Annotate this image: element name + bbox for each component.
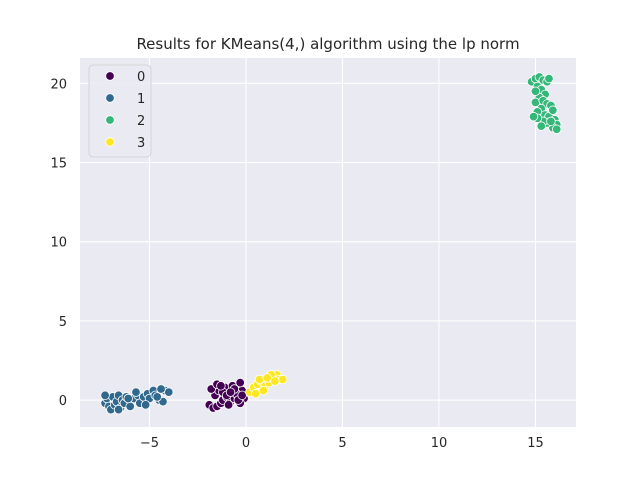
data-points	[100, 72, 562, 415]
y-tick-label: 5	[59, 315, 67, 330]
data-point-cluster-2	[528, 111, 539, 122]
plot-background	[80, 58, 576, 427]
data-point-cluster-3	[250, 389, 261, 399]
legend-marker	[105, 137, 115, 147]
x-tick-label: −5	[140, 436, 159, 451]
data-point-cluster-1	[156, 384, 166, 394]
data-point-cluster-3	[277, 374, 288, 385]
data-point-cluster-1	[125, 401, 135, 412]
data-point-cluster-1	[131, 387, 141, 397]
data-point-cluster-3	[258, 385, 269, 396]
chart-title: Results for KMeans(4,) algorithm using t…	[136, 35, 519, 53]
x-tick-label: 5	[338, 436, 346, 451]
data-point-cluster-3	[254, 374, 265, 385]
data-point-cluster-0	[235, 377, 245, 388]
data-point-cluster-1	[113, 404, 124, 415]
legend-label: 1	[137, 92, 145, 107]
data-point-cluster-1	[100, 390, 110, 401]
legend-label: 3	[137, 136, 145, 151]
data-point-cluster-2	[530, 86, 541, 96]
y-tick-label: 0	[59, 394, 67, 409]
x-tick-label: 15	[527, 436, 544, 451]
data-point-cluster-2	[536, 121, 546, 131]
data-point-cluster-1	[140, 400, 151, 410]
y-tick-label: 20	[50, 77, 67, 92]
legend-box	[88, 64, 152, 158]
legend-label: 2	[137, 114, 145, 129]
legend-label: 0	[137, 70, 145, 85]
data-point-cluster-0	[237, 390, 247, 401]
data-point-cluster-1	[123, 393, 133, 404]
data-point-cluster-0	[223, 400, 234, 410]
data-point-cluster-0	[225, 387, 236, 397]
x-tick-labels: −5 0 5 10 15	[140, 436, 544, 451]
data-point-cluster-1	[152, 392, 162, 402]
y-tick-label: 10	[50, 236, 67, 251]
data-point-cluster-0	[216, 381, 226, 391]
data-point-cluster-2	[552, 124, 562, 134]
data-point-cluster-1	[164, 387, 174, 397]
x-tick-label: 0	[242, 436, 250, 451]
legend-marker	[105, 93, 115, 103]
data-point-cluster-3	[270, 376, 280, 386]
data-point-cluster-3	[262, 373, 272, 383]
legend: 0 1 2 3	[88, 64, 152, 158]
legend-marker	[105, 71, 115, 81]
data-point-cluster-2	[546, 116, 556, 127]
data-point-cluster-2	[544, 73, 554, 84]
y-tick-label: 15	[50, 157, 67, 172]
legend-marker	[105, 115, 115, 125]
y-tick-labels: 0 5 10 15 20	[50, 77, 67, 409]
data-point-cluster-2	[548, 105, 558, 115]
x-tick-label: 10	[431, 436, 448, 451]
